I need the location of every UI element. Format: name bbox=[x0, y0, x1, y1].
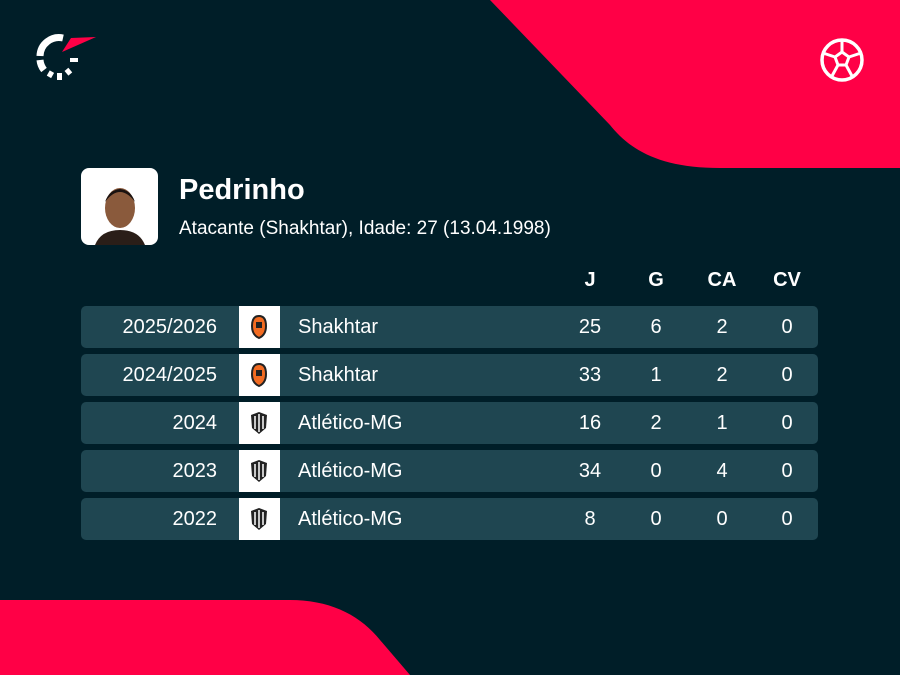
red-cards: 0 bbox=[781, 316, 793, 338]
team-name[interactable]: Atlético-MG bbox=[298, 412, 403, 434]
atletico-mg-crest-icon bbox=[239, 450, 280, 492]
team-name[interactable]: Atlético-MG bbox=[298, 508, 403, 530]
yellow-cards: 4 bbox=[716, 460, 728, 482]
header-j: J bbox=[584, 269, 596, 291]
player-details: Atacante (Shakhtar), Idade: 27 (13.04.19… bbox=[179, 218, 551, 239]
soccer-ball-icon[interactable] bbox=[819, 37, 865, 83]
goals: 1 bbox=[650, 364, 662, 386]
goals: 6 bbox=[650, 316, 662, 338]
shakhtar-crest-icon bbox=[239, 354, 280, 396]
season: 2024/2025 bbox=[122, 364, 217, 386]
red-cards: 0 bbox=[781, 508, 793, 530]
table-row[interactable]: 2022 Atlético-MG 8 0 0 0 bbox=[81, 498, 818, 540]
player-name: Pedrinho bbox=[179, 174, 305, 206]
atletico-mg-crest-icon bbox=[239, 402, 280, 444]
matches: 25 bbox=[578, 316, 602, 338]
red-cards: 0 bbox=[781, 412, 793, 434]
table-row[interactable]: 2024 Atlético-MG 16 2 1 0 bbox=[81, 402, 818, 444]
table-row[interactable]: 2025/2026 Shakhtar 25 6 2 0 bbox=[81, 306, 818, 348]
yellow-cards: 1 bbox=[716, 412, 728, 434]
matches: 34 bbox=[578, 460, 602, 482]
matches: 8 bbox=[584, 508, 596, 530]
matches: 16 bbox=[578, 412, 602, 434]
goals: 2 bbox=[650, 412, 662, 434]
flashscore-logo-icon bbox=[36, 34, 96, 80]
season: 2023 bbox=[172, 460, 218, 482]
team-name[interactable]: Atlético-MG bbox=[298, 460, 403, 482]
goals: 0 bbox=[650, 508, 662, 530]
season: 2024 bbox=[172, 412, 218, 434]
shakhtar-crest-icon bbox=[239, 306, 280, 348]
player-photo bbox=[81, 168, 158, 245]
header-cv: CV bbox=[773, 269, 801, 291]
yellow-cards: 0 bbox=[716, 508, 728, 530]
red-cards: 0 bbox=[781, 364, 793, 386]
yellow-cards: 2 bbox=[716, 316, 728, 338]
atletico-mg-crest-icon bbox=[239, 498, 280, 540]
matches: 33 bbox=[578, 364, 602, 386]
team-name[interactable]: Shakhtar bbox=[298, 364, 379, 386]
red-cards: 0 bbox=[781, 460, 793, 482]
goals: 0 bbox=[650, 460, 662, 482]
header-ca: CA bbox=[707, 269, 737, 291]
yellow-cards: 2 bbox=[716, 364, 728, 386]
player-avatar-icon bbox=[95, 188, 145, 245]
table-row[interactable]: 2024/2025 Shakhtar 33 1 2 0 bbox=[81, 354, 818, 396]
header-g: G bbox=[648, 269, 664, 291]
table-row[interactable]: 2023 Atlético-MG 34 0 4 0 bbox=[81, 450, 818, 492]
team-name[interactable]: Shakhtar bbox=[298, 316, 379, 338]
season: 2025/2026 bbox=[122, 316, 217, 338]
season: 2022 bbox=[172, 508, 218, 530]
